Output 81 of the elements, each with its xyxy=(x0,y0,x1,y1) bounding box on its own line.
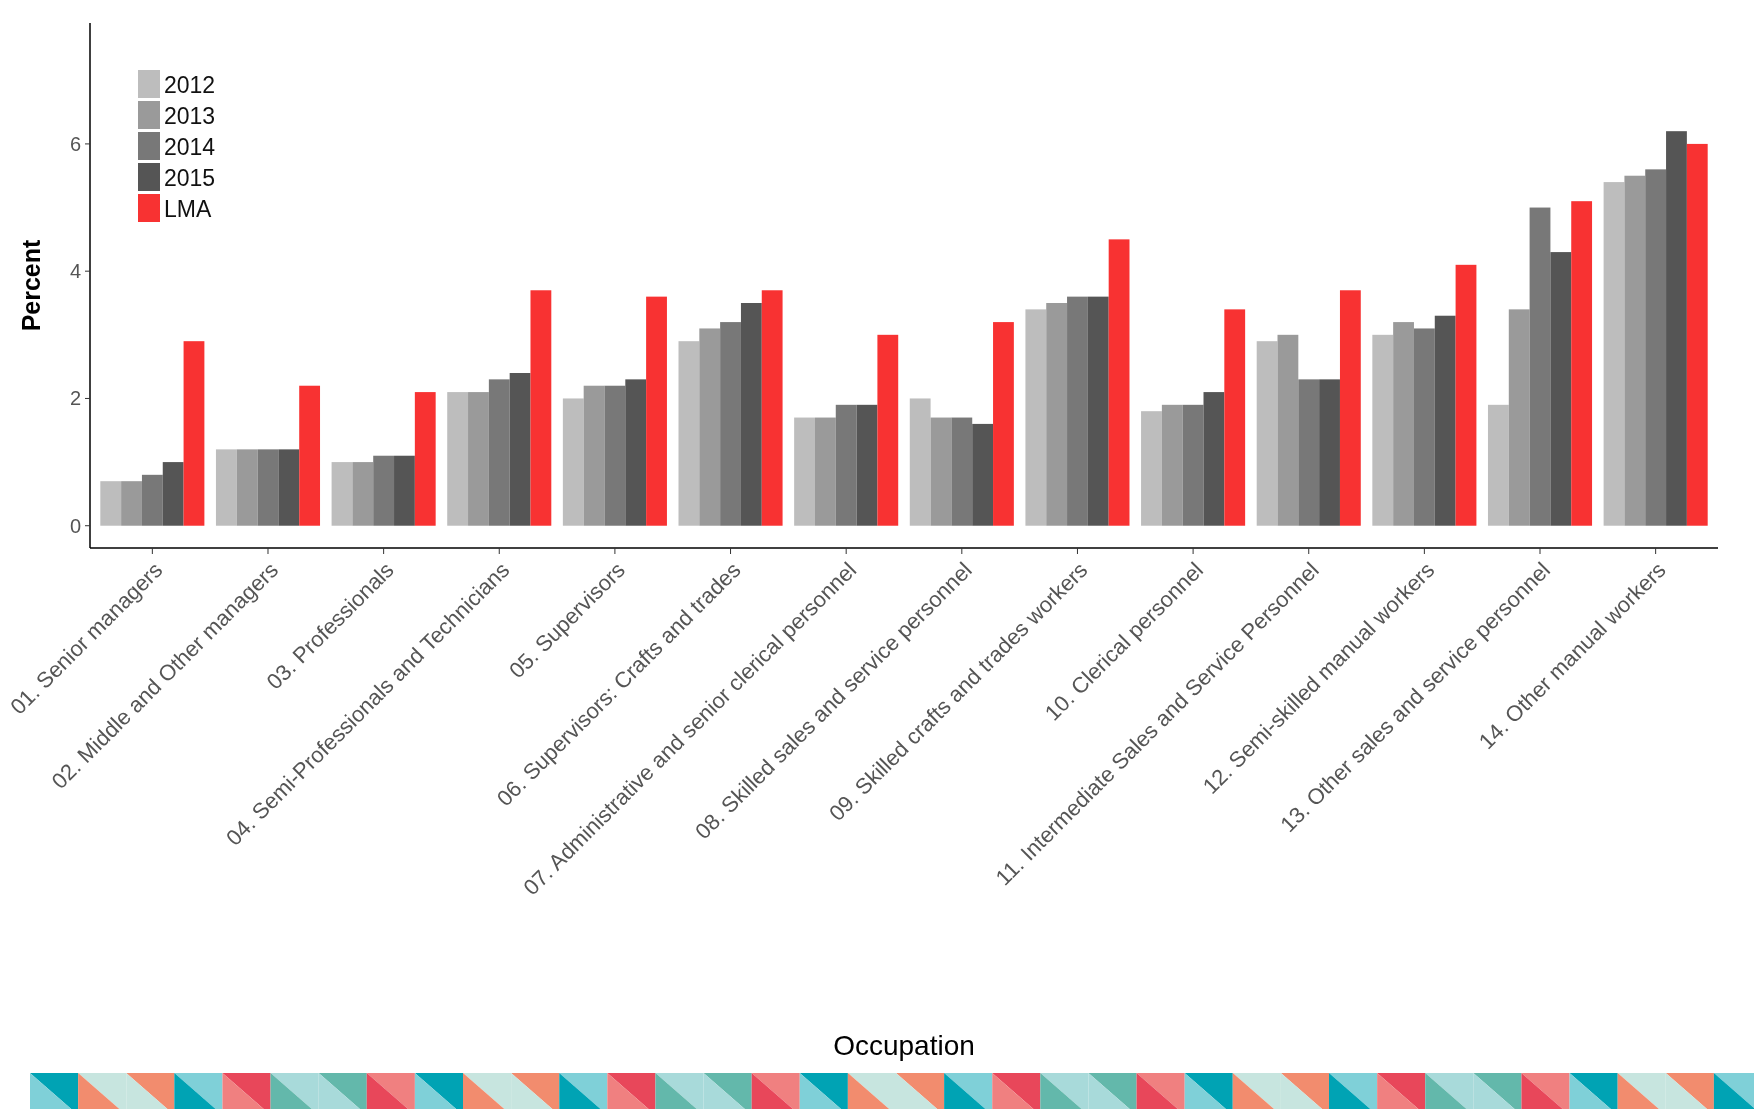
bar xyxy=(740,303,762,526)
x-axis-title: Occupation xyxy=(833,1030,975,1061)
bar xyxy=(447,392,469,526)
bar xyxy=(699,328,721,526)
bar xyxy=(583,385,605,526)
bar xyxy=(1046,303,1068,526)
bar xyxy=(1413,328,1435,526)
bar xyxy=(278,449,300,526)
bar xyxy=(1067,296,1088,526)
bar xyxy=(236,449,258,526)
bar xyxy=(183,341,205,526)
legend-label: 2015 xyxy=(164,165,216,192)
legend-label: 2013 xyxy=(164,103,216,130)
bar xyxy=(993,322,1014,526)
bar xyxy=(856,404,878,526)
bar xyxy=(604,385,626,526)
bar xyxy=(1256,341,1278,526)
bar xyxy=(299,385,321,526)
bar xyxy=(352,462,374,526)
bar xyxy=(1025,309,1047,526)
bar xyxy=(625,379,647,526)
y-tick-label: 0 xyxy=(69,514,81,537)
bar xyxy=(530,290,552,526)
bar xyxy=(1529,207,1551,526)
y-tick-label: 2 xyxy=(69,387,81,410)
bar xyxy=(1161,404,1183,526)
bar xyxy=(1087,296,1109,526)
bar xyxy=(814,417,836,526)
bar xyxy=(909,398,931,526)
legend-label: 2014 xyxy=(164,134,216,161)
bar xyxy=(1182,404,1204,526)
bar xyxy=(394,455,415,526)
bar xyxy=(100,481,122,526)
bar xyxy=(488,379,510,526)
bar xyxy=(562,398,584,526)
bar xyxy=(1434,315,1456,526)
bar xyxy=(331,462,353,526)
bar xyxy=(794,417,815,526)
bar xyxy=(930,417,952,526)
bar xyxy=(1339,290,1361,526)
bar xyxy=(468,392,489,526)
bar xyxy=(162,462,184,526)
bar xyxy=(509,373,531,526)
bar xyxy=(1686,143,1708,526)
bar xyxy=(215,449,237,526)
bar xyxy=(1666,131,1687,526)
bar xyxy=(373,455,395,526)
bar xyxy=(1141,411,1162,526)
bar xyxy=(1624,175,1646,526)
bar xyxy=(761,290,783,526)
bar xyxy=(1393,322,1414,526)
y-tick-label: 4 xyxy=(69,260,81,283)
bar xyxy=(972,423,994,526)
bar xyxy=(1487,404,1509,526)
bar xyxy=(951,417,973,526)
bar xyxy=(1224,309,1246,526)
bar xyxy=(1319,379,1340,526)
bar xyxy=(1108,239,1130,526)
bar xyxy=(835,404,857,526)
bar xyxy=(1203,392,1225,526)
bar xyxy=(678,341,700,526)
legend-label: LMA xyxy=(164,196,212,223)
legend-label: 2012 xyxy=(164,72,216,99)
bar xyxy=(1455,264,1477,526)
bar xyxy=(1571,201,1593,526)
bar xyxy=(877,334,899,526)
bar xyxy=(1298,379,1320,526)
bar xyxy=(1277,334,1299,526)
bar xyxy=(121,481,142,526)
y-axis-title: Percent xyxy=(17,238,45,332)
bar xyxy=(1645,169,1667,526)
bar xyxy=(720,322,741,526)
bar xyxy=(1372,334,1394,526)
bar xyxy=(1603,182,1625,526)
bar xyxy=(257,449,279,526)
bar xyxy=(1508,309,1530,526)
bar xyxy=(414,392,436,526)
bar xyxy=(141,474,163,526)
bar xyxy=(646,296,667,526)
bar xyxy=(1550,252,1572,526)
y-tick-label: 6 xyxy=(69,132,81,155)
